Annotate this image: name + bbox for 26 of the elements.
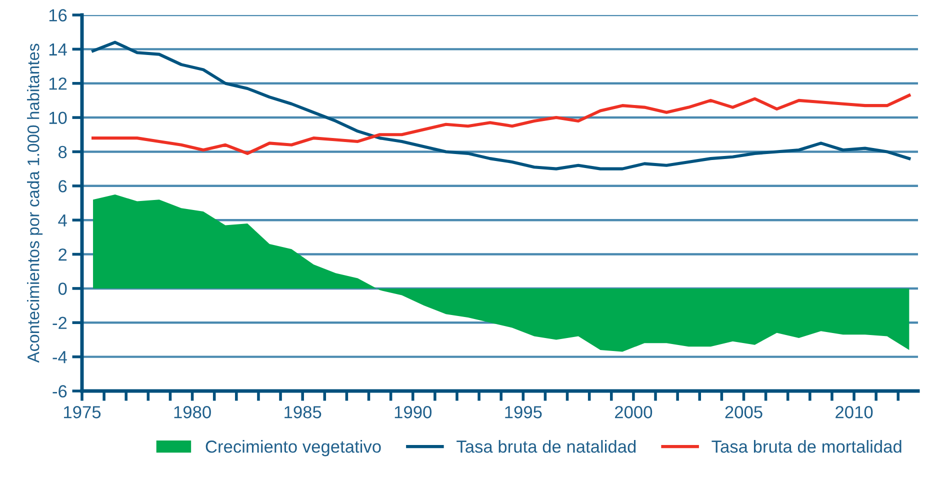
y-tick-label: 12 [49, 78, 67, 90]
y-axis-title: Acontecimientos por cada 1.000 habitantes [27, 44, 43, 363]
x-tick-label: 2005 [725, 406, 762, 418]
y-tick-label: 2 [58, 248, 67, 261]
x-tick-label: 2010 [836, 406, 873, 418]
y-tick-label: 14 [49, 44, 67, 56]
y-tick-label: 6 [58, 180, 67, 192]
x-tick-label: 1985 [284, 406, 322, 418]
y-tick-label: 4 [58, 214, 67, 226]
y-tick-label: 0 [58, 282, 67, 295]
y-tick-label: 16 [49, 9, 67, 22]
x-tick-label: 1975 [64, 406, 101, 418]
y-tick-label: -4 [52, 351, 67, 364]
legend-label: Crecimiento vegetativo [206, 440, 381, 456]
legend-label: Tasa bruta de natalidad [456, 440, 636, 453]
x-tick-label: 1980 [174, 406, 211, 418]
y-tick-label: 10 [49, 112, 67, 124]
x-tick-label: 1990 [394, 406, 432, 418]
x-tick-label: 2000 [615, 406, 652, 418]
y-tick-label: -2 [52, 316, 67, 329]
line-series [92, 40, 911, 170]
y-tick-label: -6 [52, 385, 67, 398]
line-series [92, 94, 911, 155]
legend-label: Tasa bruta de mortalidad [712, 440, 902, 453]
y-tick-label: 8 [58, 146, 67, 158]
x-tick-label: 1995 [505, 406, 542, 418]
